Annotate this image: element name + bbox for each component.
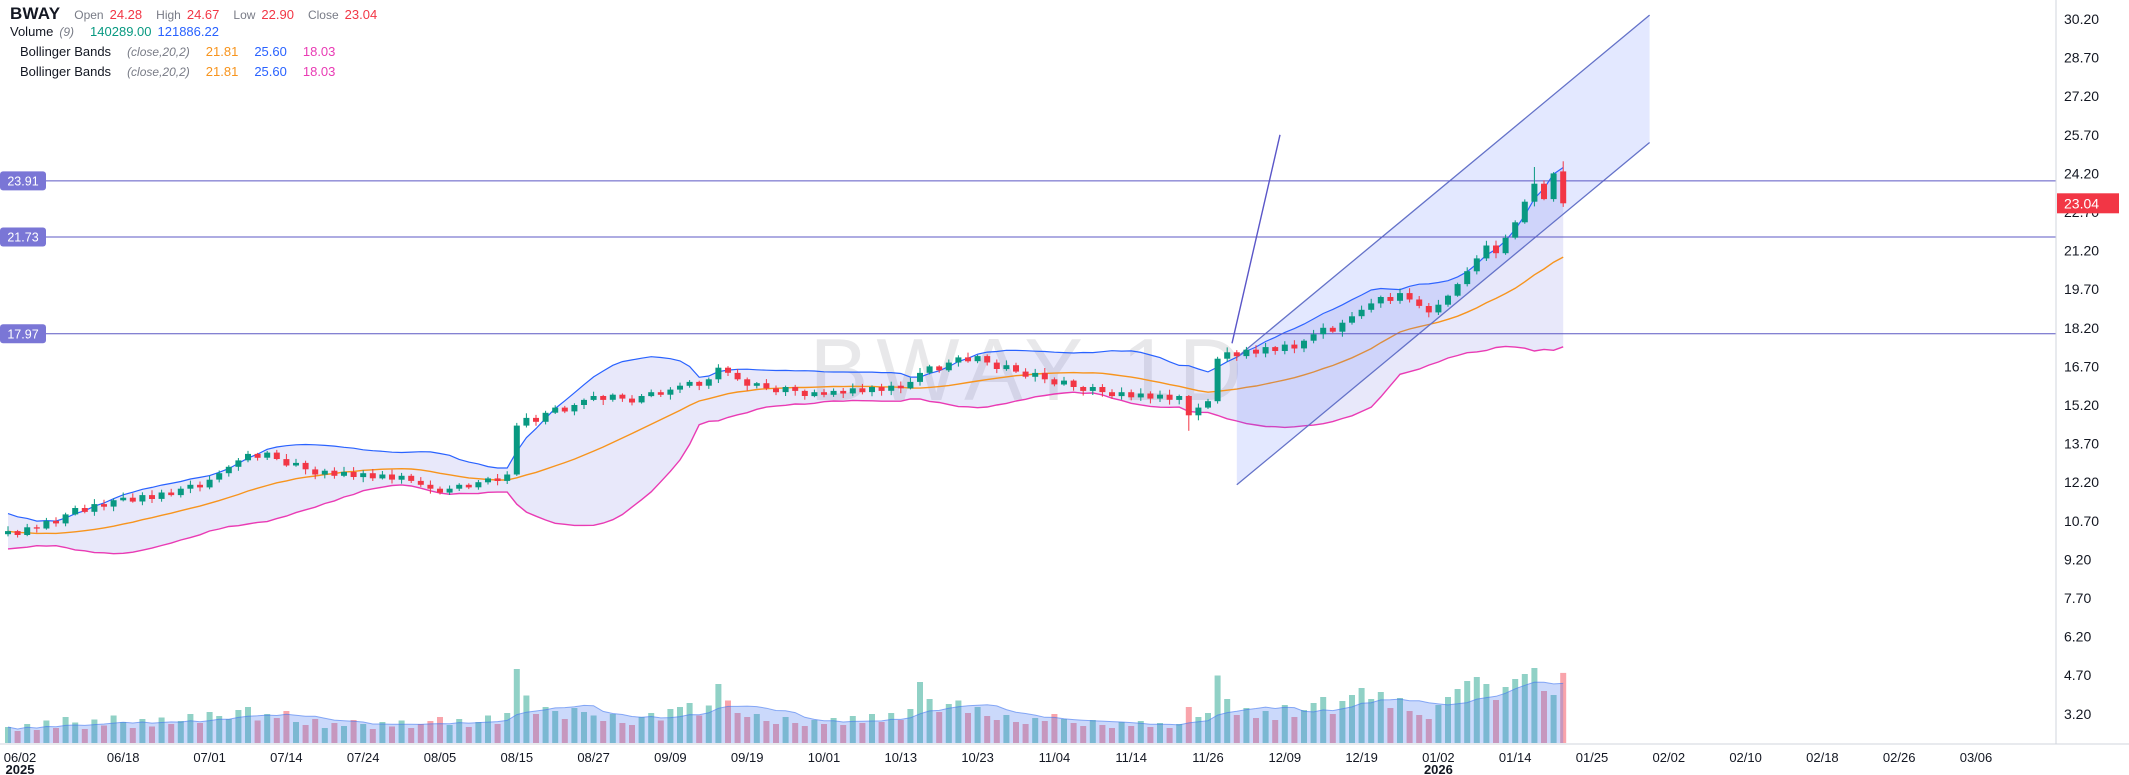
svg-text:27.20: 27.20 xyxy=(2064,88,2099,104)
svg-text:06/02: 06/02 xyxy=(4,750,37,765)
svg-text:18.20: 18.20 xyxy=(2064,320,2099,336)
bollinger-row-2[interactable]: Bollinger Bands (close,20,2) 21.81 25.60… xyxy=(10,64,377,84)
high-value: 24.67 xyxy=(186,7,220,22)
bb1-basis-value: 21.81 xyxy=(205,44,239,59)
svg-text:13.70: 13.70 xyxy=(2064,436,2099,452)
parallel-channel[interactable] xyxy=(1236,14,1651,486)
level-badge[interactable] xyxy=(0,324,46,344)
svg-text:03/06: 03/06 xyxy=(1960,750,1993,765)
svg-text:08/05: 08/05 xyxy=(424,750,457,765)
candles-layer xyxy=(5,161,1567,538)
svg-text:15.20: 15.20 xyxy=(2064,397,2099,413)
open-label: Open xyxy=(74,8,104,22)
svg-text:12/19: 12/19 xyxy=(1345,750,1378,765)
svg-text:21.20: 21.20 xyxy=(2064,243,2099,259)
svg-text:07/01: 07/01 xyxy=(193,750,226,765)
volume-indicator-params: (9) xyxy=(59,25,75,39)
price-axis[interactable]: 30.2028.7027.2025.7024.2022.7021.2019.70… xyxy=(2064,11,2099,722)
svg-text:08/15: 08/15 xyxy=(501,750,534,765)
bb2-params: (close,20,2) xyxy=(127,65,190,79)
bb2-upper-value: 25.60 xyxy=(254,64,287,79)
svg-text:23.04: 23.04 xyxy=(2064,195,2099,211)
svg-text:21.73: 21.73 xyxy=(7,231,38,245)
svg-text:2025: 2025 xyxy=(6,762,35,775)
svg-text:2026: 2026 xyxy=(1424,762,1453,775)
svg-text:02/18: 02/18 xyxy=(1806,750,1839,765)
bb1-name: Bollinger Bands xyxy=(20,44,112,59)
svg-text:10/13: 10/13 xyxy=(885,750,918,765)
close-label: Close xyxy=(307,8,339,22)
bb2-basis-value: 21.81 xyxy=(205,64,239,79)
svg-text:01/25: 01/25 xyxy=(1576,750,1609,765)
svg-text:10/23: 10/23 xyxy=(961,750,994,765)
svg-text:7.70: 7.70 xyxy=(2064,590,2091,606)
svg-text:6.20: 6.20 xyxy=(2064,629,2091,645)
svg-text:17.97: 17.97 xyxy=(7,327,38,341)
volume-value: 140289.00 xyxy=(90,24,152,39)
svg-text:28.70: 28.70 xyxy=(2064,50,2099,66)
svg-text:12/09: 12/09 xyxy=(1269,750,1302,765)
open-value: 24.28 xyxy=(109,7,143,22)
volume-ma-line xyxy=(7,681,1564,730)
svg-text:12.20: 12.20 xyxy=(2064,474,2099,490)
svg-text:23.91: 23.91 xyxy=(7,174,38,188)
bollinger-row-1[interactable]: Bollinger Bands (close,20,2) 21.81 25.60… xyxy=(10,44,377,64)
svg-text:09/19: 09/19 xyxy=(731,750,764,765)
svg-text:16.70: 16.70 xyxy=(2064,358,2099,374)
bb1-params: (close,20,2) xyxy=(127,45,190,59)
low-value: 22.90 xyxy=(261,7,294,22)
low-label: Low xyxy=(233,8,256,22)
bb-lower-line xyxy=(7,345,1564,555)
svg-text:08/27: 08/27 xyxy=(577,750,610,765)
svg-text:24.20: 24.20 xyxy=(2064,165,2099,181)
symbol-row[interactable]: BWAY Open 24.28 High 24.67 Low 22.90 Clo… xyxy=(10,4,377,24)
volume-indicator-row[interactable]: Volume (9) 140289.00 121886.22 xyxy=(10,24,377,44)
svg-text:07/24: 07/24 xyxy=(347,750,380,765)
svg-text:06/18: 06/18 xyxy=(107,750,140,765)
level-badge[interactable] xyxy=(0,171,46,191)
svg-text:11/14: 11/14 xyxy=(1115,750,1147,765)
price-levels-layer xyxy=(0,180,2056,335)
bb1-lower-value: 18.03 xyxy=(302,44,336,59)
bb-upper-line xyxy=(7,167,1564,522)
close-value: 23.04 xyxy=(344,7,378,22)
svg-text:9.20: 9.20 xyxy=(2064,551,2091,567)
svg-text:10.70: 10.70 xyxy=(2064,513,2099,529)
bb2-name: Bollinger Bands xyxy=(20,64,112,79)
svg-text:4.70: 4.70 xyxy=(2064,667,2091,683)
svg-text:11/26: 11/26 xyxy=(1192,750,1224,765)
legend: BWAY Open 24.28 High 24.67 Low 22.90 Clo… xyxy=(10,4,377,84)
volume-indicator-name: Volume xyxy=(10,24,54,39)
level-badges-layer: 23.91 21.73 17.97 xyxy=(0,171,46,344)
bb2-lower-value: 18.03 xyxy=(302,64,336,79)
volume-ma-value: 121886.22 xyxy=(157,24,219,39)
volume-ma-area xyxy=(8,682,1564,743)
svg-text:19.70: 19.70 xyxy=(2064,281,2099,297)
bb1-upper-value: 25.60 xyxy=(254,44,287,59)
volume-layer xyxy=(5,668,1567,743)
symbol-name: BWAY xyxy=(10,4,61,23)
svg-text:25.70: 25.70 xyxy=(2064,127,2099,143)
svg-text:02/02: 02/02 xyxy=(1653,750,1686,765)
svg-text:01/14: 01/14 xyxy=(1499,750,1532,765)
last-price-badge: 23.04 xyxy=(2057,193,2119,214)
svg-text:07/14: 07/14 xyxy=(270,750,303,765)
svg-text:30.20: 30.20 xyxy=(2064,11,2099,27)
svg-text:10/01: 10/01 xyxy=(808,750,841,765)
trendline[interactable] xyxy=(1231,134,1281,344)
svg-text:02/26: 02/26 xyxy=(1883,750,1916,765)
svg-text:02/10: 02/10 xyxy=(1729,750,1762,765)
svg-text:09/09: 09/09 xyxy=(654,750,687,765)
svg-text:3.20: 3.20 xyxy=(2064,706,2091,722)
svg-text:01/02: 01/02 xyxy=(1422,750,1455,765)
level-badge[interactable] xyxy=(0,227,46,247)
svg-text:11/04: 11/04 xyxy=(1039,750,1071,765)
high-label: High xyxy=(156,8,181,22)
